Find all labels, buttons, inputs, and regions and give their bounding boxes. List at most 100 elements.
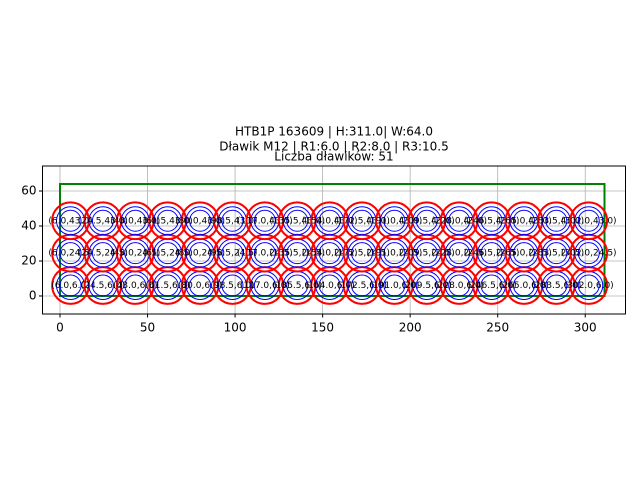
y-tick-label: 40 xyxy=(21,219,36,233)
gland-label: (154.0,24.5) xyxy=(302,249,358,259)
gland-circle xyxy=(383,209,406,232)
gland-circle xyxy=(253,209,276,232)
gland-label: (98.5,24.5) xyxy=(207,249,257,259)
gland-circle xyxy=(91,209,114,232)
gland-label: (43.0,6.0) xyxy=(113,281,157,291)
gland-circle xyxy=(253,242,276,265)
gland-circle xyxy=(415,209,438,232)
gland-label: (302.0,43.0) xyxy=(561,216,617,226)
gland-label: (209.5,24.5) xyxy=(399,249,455,259)
gland-circle xyxy=(480,242,503,265)
gland-label: (154.0,6.0) xyxy=(305,281,355,291)
gland-label: (246.5,43.0) xyxy=(464,216,520,226)
gland-circle xyxy=(480,209,503,232)
gland-circle xyxy=(448,209,471,232)
x-tick-label: 250 xyxy=(486,321,509,335)
gland-circle xyxy=(512,209,535,232)
gland-circle xyxy=(448,274,471,297)
gland-label: (191.0,24.5) xyxy=(367,249,423,259)
gland-circle xyxy=(415,242,438,265)
gland-label: (80.0,6.0) xyxy=(178,281,222,291)
gland-label: (61.5,43.0) xyxy=(143,216,193,226)
gland-label: (209.5,43.0) xyxy=(399,216,455,226)
gland-circle xyxy=(351,242,374,265)
gland-circle xyxy=(124,274,147,297)
gland-label: (228.0,24.5) xyxy=(431,249,487,259)
gland-circle xyxy=(156,209,179,232)
gland-circle xyxy=(253,274,276,297)
gland-label: (265.0,43.0) xyxy=(496,216,552,226)
gland-circle xyxy=(351,209,374,232)
y-tick-label: 60 xyxy=(21,184,36,198)
gland-circle xyxy=(545,242,568,265)
gland-circle xyxy=(189,274,212,297)
gland-circle xyxy=(512,274,535,297)
gland-label: (135.5,24.5) xyxy=(269,249,325,259)
chart-title: HTB1P 163609 | H:311.0| W:64.0 xyxy=(235,125,433,139)
gland-circle xyxy=(156,242,179,265)
gland-label: (61.5,24.5) xyxy=(143,249,193,259)
gland-label: (283.5,43.0) xyxy=(529,216,585,226)
gland-label: (6.0,43.0) xyxy=(48,216,92,226)
gland-label: (6.0,24.5) xyxy=(48,249,92,259)
gland-circle xyxy=(415,274,438,297)
gland-label: (154.0,43.0) xyxy=(302,216,358,226)
gland-label: (209.5,6.0) xyxy=(402,281,452,291)
gland-circle xyxy=(221,242,244,265)
gland-circle xyxy=(318,242,341,265)
gland-label: (265.0,6.0) xyxy=(499,281,549,291)
gland-circle xyxy=(318,209,341,232)
gland-label: (228.0,43.0) xyxy=(431,216,487,226)
y-tick-label: 20 xyxy=(21,253,36,267)
gland-circle xyxy=(351,274,374,297)
gland-circle xyxy=(221,274,244,297)
chart-title: Liczba dławików: 51 xyxy=(274,150,393,164)
gland-circle xyxy=(59,209,82,232)
gland-circle xyxy=(448,242,471,265)
chart-title: Dławik M12 | R1:6.0 | R2:8.0 | R3:10.5 xyxy=(219,140,449,154)
gland-circle xyxy=(577,242,600,265)
gland-circle xyxy=(577,209,600,232)
gland-circle xyxy=(574,206,604,236)
gland-circle xyxy=(221,209,244,232)
gland-circle xyxy=(480,274,503,297)
gland-label: (228.0,6.0) xyxy=(434,281,484,291)
x-tick-label: 300 xyxy=(574,321,597,335)
gland-label: (283.5,24.5) xyxy=(529,249,585,259)
gland-circle xyxy=(286,242,309,265)
gland-label: (24.5,24.5) xyxy=(78,249,128,259)
x-tick-label: 200 xyxy=(399,321,422,335)
gland-circle xyxy=(189,209,212,232)
x-tick-label: 50 xyxy=(140,321,155,335)
x-tick-label: 150 xyxy=(311,321,334,335)
gland-label: (265.0,24.5) xyxy=(496,249,552,259)
gland-label: (24.5,43.0) xyxy=(78,216,128,226)
gland-circle xyxy=(156,274,179,297)
gland-circle xyxy=(286,274,309,297)
x-tick-label: 0 xyxy=(56,321,64,335)
x-tick-label: 100 xyxy=(224,321,247,335)
gland-circle xyxy=(91,274,114,297)
gland-label: (24.5,6.0) xyxy=(81,281,125,291)
gland-label: (283.5,6.0) xyxy=(531,281,581,291)
gland-label: (302.0,24.5) xyxy=(561,249,617,259)
gland-circle xyxy=(577,274,600,297)
gland-label: (80.0,43.0) xyxy=(175,216,225,226)
y-tick-label: 0 xyxy=(29,288,37,302)
gland-label: (135.5,6.0) xyxy=(272,281,322,291)
gland-circle xyxy=(59,242,82,265)
gland-label: (43.0,43.0) xyxy=(110,216,160,226)
gland-label: (302.0,6.0) xyxy=(564,281,614,291)
gland-circle xyxy=(512,242,535,265)
gland-label: (80.0,24.5) xyxy=(175,249,225,259)
gland-label: (172.5,43.0) xyxy=(334,216,390,226)
gland-circle xyxy=(545,274,568,297)
gland-circle xyxy=(569,201,609,241)
gland-label: (61.5,6.0) xyxy=(146,281,190,291)
gland-circle xyxy=(189,242,212,265)
gland-label: (117.0,43.0) xyxy=(237,216,293,226)
gland-circle xyxy=(91,242,114,265)
gland-circle xyxy=(318,274,341,297)
